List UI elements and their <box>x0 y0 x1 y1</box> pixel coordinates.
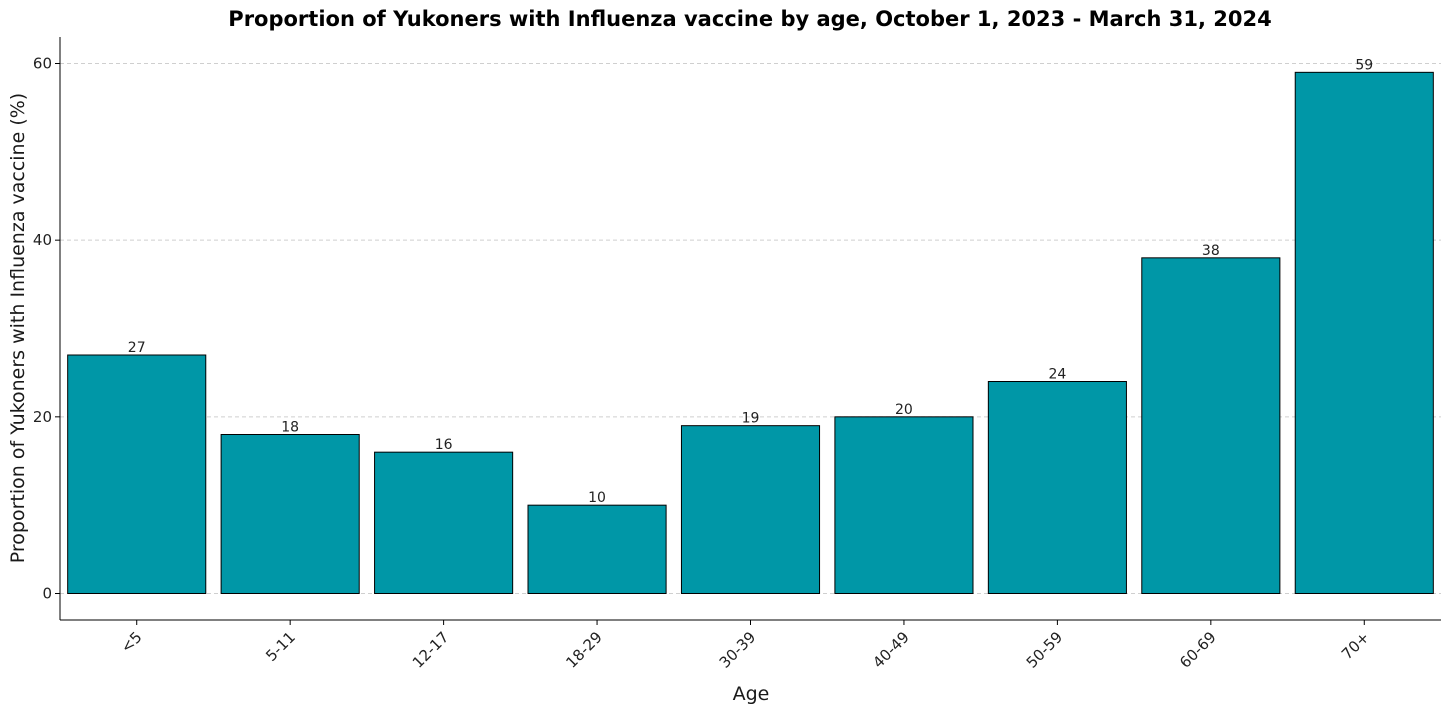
x-tick-label: 40-49 <box>869 628 913 672</box>
bar-40-49 <box>834 416 974 595</box>
bar-<5 <box>67 354 207 594</box>
data-label: 27 <box>128 340 146 356</box>
x-tick-label: 60-69 <box>1176 628 1220 672</box>
data-label: 38 <box>1202 243 1220 259</box>
x-tick-label: 50-59 <box>1023 628 1067 672</box>
y-axis-title: Proportion of Yukoners with Influenza va… <box>7 93 29 563</box>
data-label: 18 <box>281 420 299 436</box>
x-tick-label: 12-17 <box>409 628 453 672</box>
data-label: 59 <box>1355 57 1373 73</box>
data-labels: 27 18 16 10 19 20 24 38 59 <box>128 57 1373 506</box>
x-tick-label: <5 <box>117 628 145 656</box>
y-tick-label: 0 <box>42 585 52 603</box>
bar-30-39 <box>680 425 821 594</box>
y-tick-label: 20 <box>33 408 52 426</box>
bar-12-17 <box>374 451 514 594</box>
bar-50-59 <box>987 381 1127 594</box>
bar-60-69 <box>1141 257 1281 594</box>
data-label: 10 <box>588 490 606 506</box>
x-tick-label: 30-39 <box>716 628 760 672</box>
x-tick-label: 5-11 <box>262 628 299 665</box>
x-axis-title: Age <box>733 683 770 705</box>
bar-5-11 <box>220 434 360 594</box>
chart-title: Proportion of Yukoners with Influenza va… <box>228 7 1271 31</box>
data-label: 19 <box>742 411 760 427</box>
data-label: 24 <box>1048 367 1066 383</box>
y-tick-label: 60 <box>33 55 52 73</box>
data-label: 20 <box>895 402 913 418</box>
x-tick-label: 18-29 <box>562 628 606 672</box>
y-tick-label: 40 <box>33 231 52 249</box>
bar-70+ <box>1294 71 1434 595</box>
x-tick-label: 70+ <box>1338 628 1373 663</box>
data-label: 16 <box>435 437 453 453</box>
bars <box>67 71 1434 595</box>
bar-18-29 <box>527 504 667 594</box>
